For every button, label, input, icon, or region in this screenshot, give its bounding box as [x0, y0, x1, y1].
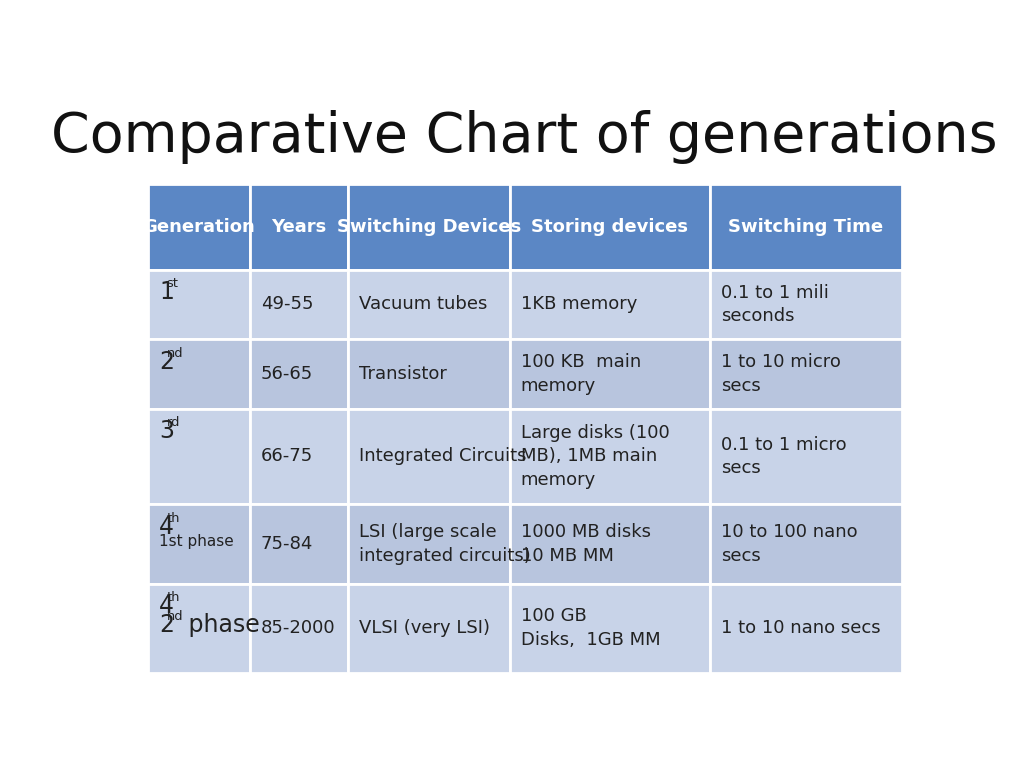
Text: Generation: Generation — [142, 218, 255, 236]
Text: 66-75: 66-75 — [261, 448, 313, 465]
Bar — [147, 184, 250, 270]
Text: Large disks (100
MB), 1MB main
memory: Large disks (100 MB), 1MB main memory — [521, 424, 670, 489]
Bar — [347, 339, 510, 409]
Bar — [510, 505, 710, 584]
Text: 1: 1 — [159, 280, 174, 304]
Text: 1KB memory: 1KB memory — [521, 296, 637, 313]
Bar — [347, 270, 510, 339]
Text: 1st phase: 1st phase — [159, 534, 233, 549]
Text: Storing devices: Storing devices — [531, 218, 688, 236]
Bar — [710, 505, 902, 584]
Bar — [250, 270, 347, 339]
Bar — [147, 339, 250, 409]
Text: 49-55: 49-55 — [261, 296, 313, 313]
Text: 100 KB  main
memory: 100 KB main memory — [521, 353, 641, 395]
Bar — [347, 409, 510, 505]
Bar — [510, 584, 710, 673]
Bar — [347, 584, 510, 673]
Text: Transistor: Transistor — [358, 365, 446, 382]
Text: 4: 4 — [159, 515, 174, 539]
Bar — [510, 339, 710, 409]
Text: VLSI (very LSI): VLSI (very LSI) — [358, 619, 489, 637]
Text: Years: Years — [271, 218, 327, 236]
Text: 2: 2 — [159, 349, 174, 374]
Text: 0.1 to 1 mili
seconds: 0.1 to 1 mili seconds — [721, 283, 828, 325]
Text: 2: 2 — [159, 613, 174, 637]
Text: 100 GB
Disks,  1GB MM: 100 GB Disks, 1GB MM — [521, 607, 660, 649]
Bar — [250, 584, 347, 673]
Text: 85-2000: 85-2000 — [261, 619, 335, 637]
Text: nd: nd — [167, 347, 183, 360]
Bar — [510, 184, 710, 270]
Text: rd: rd — [167, 416, 180, 429]
Text: 0.1 to 1 micro
secs: 0.1 to 1 micro secs — [721, 435, 846, 477]
Bar — [347, 505, 510, 584]
Bar — [250, 409, 347, 505]
Text: nd: nd — [167, 611, 183, 624]
Bar — [710, 339, 902, 409]
Text: 1 to 10 nano secs: 1 to 10 nano secs — [721, 619, 881, 637]
Bar — [250, 505, 347, 584]
Bar — [147, 409, 250, 505]
Text: 1 to 10 micro
secs: 1 to 10 micro secs — [721, 353, 841, 395]
Text: LSI (large scale
integrated circuits): LSI (large scale integrated circuits) — [358, 523, 530, 564]
Text: Switching Time: Switching Time — [728, 218, 883, 236]
Text: Integrated Circuits: Integrated Circuits — [358, 448, 526, 465]
Text: 10 to 100 nano
secs: 10 to 100 nano secs — [721, 523, 857, 564]
Text: 75-84: 75-84 — [261, 535, 313, 553]
Text: 1000 MB disks
10 MB MM: 1000 MB disks 10 MB MM — [521, 523, 651, 564]
Text: th: th — [167, 512, 180, 525]
Text: st: st — [167, 277, 179, 290]
Text: 3: 3 — [159, 419, 174, 443]
Text: 56-65: 56-65 — [261, 365, 313, 382]
Text: phase: phase — [181, 613, 260, 637]
Bar — [147, 584, 250, 673]
Text: Vacuum tubes: Vacuum tubes — [358, 296, 487, 313]
Bar — [510, 409, 710, 505]
Bar — [710, 584, 902, 673]
Bar — [510, 270, 710, 339]
Bar — [250, 339, 347, 409]
Bar — [710, 184, 902, 270]
Text: th: th — [167, 591, 180, 604]
Bar — [710, 270, 902, 339]
Bar — [147, 505, 250, 584]
Bar — [250, 184, 347, 270]
Text: Comparative Chart of generations: Comparative Chart of generations — [51, 110, 998, 164]
Bar — [147, 270, 250, 339]
Bar — [710, 409, 902, 505]
Text: 4: 4 — [159, 594, 174, 618]
Bar — [347, 184, 510, 270]
Text: Switching Devices: Switching Devices — [337, 218, 521, 236]
